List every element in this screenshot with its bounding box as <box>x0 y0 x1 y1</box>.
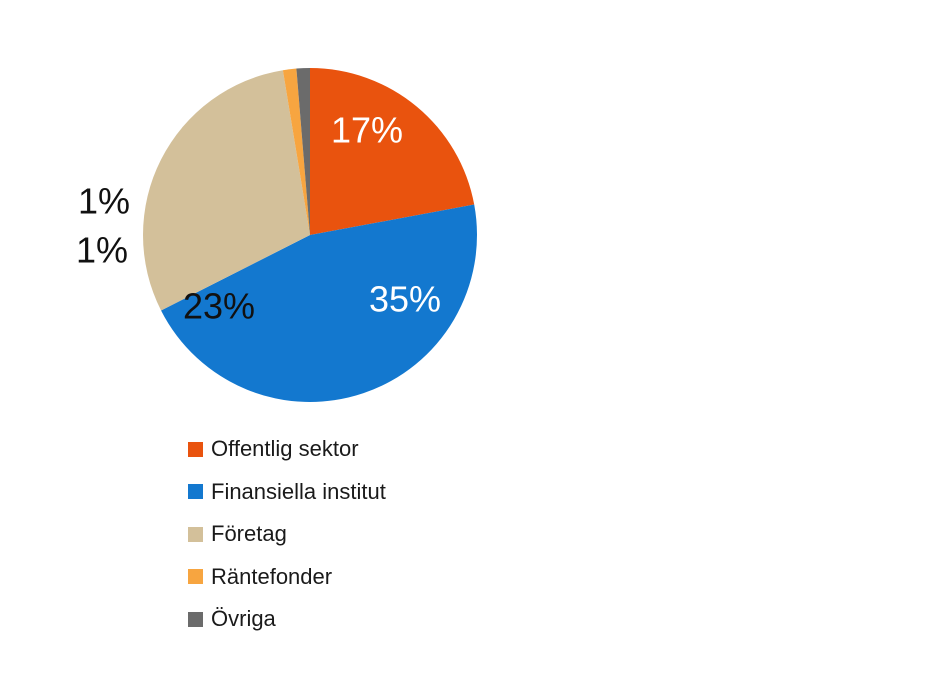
pie-slice-4 <box>282 68 310 235</box>
pie-slice-5 <box>296 68 310 235</box>
legend-item-4: Räntefonder <box>188 556 386 599</box>
legend-swatch <box>188 526 203 542</box>
slice-data-label-3: 23% <box>183 286 255 327</box>
legend-item-1: Offentlig sektor <box>188 428 386 471</box>
pie-slice-1 <box>310 68 475 235</box>
legend-swatch <box>188 611 203 627</box>
legend-label: Räntefonder <box>211 563 333 589</box>
legend-label: Finansiella institut <box>211 478 386 504</box>
slice-data-label-1: 17% <box>331 110 403 151</box>
pie-slice-2 <box>161 204 477 402</box>
legend-swatch <box>188 441 203 457</box>
legend-item-2: Finansiella institut <box>188 471 386 514</box>
chart-legend: Offentlig sektor Finansiella institut Före… <box>188 428 386 641</box>
legend-label: Övriga <box>211 606 276 632</box>
legend-item-3: Företag <box>188 513 386 556</box>
legend-item-5: Övriga <box>188 598 386 641</box>
pie-slice-3 <box>143 70 310 311</box>
legend-swatch <box>188 569 203 585</box>
legend-label: Företag <box>211 521 287 547</box>
slice-data-label-4: 1% <box>76 230 128 271</box>
legend-label: Offentlig sektor <box>211 436 359 462</box>
slice-data-label-2: 35% <box>369 279 441 320</box>
slice-data-label-5: 1% <box>78 181 130 222</box>
legend-swatch <box>188 484 203 500</box>
